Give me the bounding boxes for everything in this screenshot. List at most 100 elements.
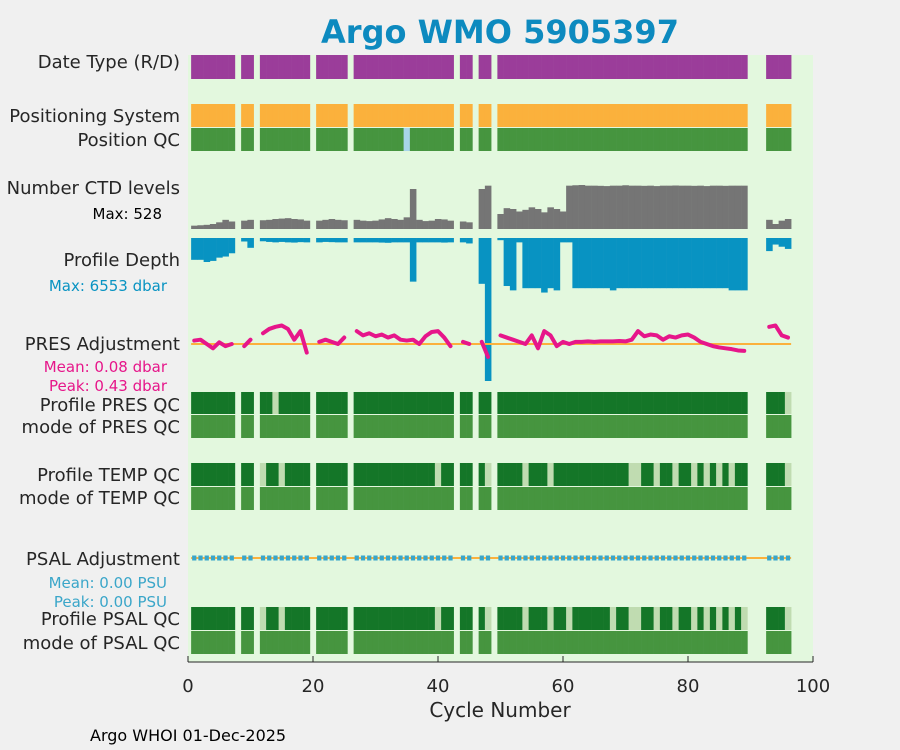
- profile-psal-qc-cycle-21: [316, 607, 323, 630]
- profile-psal-qc-cycle-87: [728, 607, 736, 630]
- date-type-cycle-37: [416, 55, 423, 79]
- ctd-levels-bar-82: [697, 185, 704, 229]
- profile-temp-qc-cycle-57: [541, 463, 548, 486]
- mode-pres-qc-cycle-2: [197, 415, 204, 438]
- ctd-levels-bar-28: [359, 220, 367, 229]
- profile-depth-bar-72: [634, 238, 642, 289]
- mode-pres-qc-cycle-83: [703, 415, 711, 438]
- profile-psal-qc-cycle-51: [503, 607, 511, 630]
- positioning-system-cycle-84: [709, 104, 717, 127]
- profile-temp-qc-cycle-78: [672, 463, 679, 486]
- position-qc-cycle-37: [416, 128, 423, 151]
- mode-pres-qc-cycle-84: [709, 415, 717, 438]
- profile-psal-qc-cycle-37: [416, 607, 423, 630]
- profile-pres-qc-cycle-23: [328, 392, 336, 414]
- profile-pres-qc-cycle-80: [684, 392, 692, 414]
- profile-psal-qc-cycle-89: [741, 607, 748, 630]
- psal-adjustment-point-29: [367, 555, 372, 561]
- profile-pres-qc-cycle-30: [372, 392, 379, 414]
- profile-depth-bar-57: [541, 238, 548, 293]
- profile-depth-bar-29: [366, 238, 373, 243]
- mode-pres-qc-cycle-31: [378, 415, 386, 438]
- profile-psal-qc-cycle-54: [522, 607, 529, 630]
- psal-adjustment-point-88: [735, 555, 741, 561]
- mode-temp-qc-cycle-68: [609, 487, 617, 510]
- profile-temp-qc-cycle-39: [428, 463, 436, 486]
- psal-adjustment-point-30: [373, 555, 378, 561]
- profile-pres-qc-cycle-81: [691, 392, 698, 414]
- mode-temp-qc-cycle-25: [341, 487, 348, 510]
- mode-psal-qc-cycle-1: [191, 631, 198, 654]
- mode-pres-qc-cycle-24: [334, 415, 342, 438]
- mode-psal-qc-cycle-29: [366, 631, 373, 654]
- profile-depth-bar-53: [516, 238, 523, 243]
- positioning-system-cycle-74: [647, 104, 654, 127]
- x-tick-label: 20: [302, 676, 325, 697]
- psal-adjustment-point-87: [729, 555, 734, 561]
- profile-temp-qc-cycle-54: [522, 463, 529, 486]
- date-type-cycle-87: [728, 55, 736, 79]
- ctd-levels-bar-30: [372, 220, 379, 229]
- ctd-levels-bar-61: [566, 185, 573, 229]
- mode-psal-qc-cycle-55: [528, 631, 536, 654]
- profile-temp-qc-cycle-27: [353, 463, 361, 486]
- ctd-levels-bar-35: [403, 217, 411, 229]
- profile-depth-bar-47: [478, 238, 486, 284]
- psal-adjustment-point-1: [192, 555, 197, 561]
- ctd-levels-bar-15: [278, 218, 286, 229]
- mode-pres-qc-cycle-29: [366, 415, 373, 438]
- profile-psal-qc-cycle-78: [672, 607, 679, 630]
- profile-temp-qc-cycle-74: [647, 463, 654, 486]
- profile-temp-qc-cycle-55: [528, 463, 536, 486]
- mode-temp-qc-cycle-60: [559, 487, 567, 510]
- psal-adjustment-point-34: [398, 555, 403, 561]
- mode-pres-qc-cycle-58: [547, 415, 554, 438]
- mode-psal-qc-cycle-35: [403, 631, 411, 654]
- psal-adjustment-point-68: [610, 555, 616, 561]
- positioning-system-cycle-40: [434, 104, 442, 127]
- date-type-cycle-62: [572, 55, 579, 79]
- profile-depth-bar-88: [734, 238, 742, 291]
- profile-psal-qc-cycle-25: [341, 607, 348, 630]
- mode-temp-qc-cycle-23: [328, 487, 336, 510]
- profile-pres-qc-cycle-7: [228, 392, 236, 414]
- mode-temp-qc-cycle-31: [378, 487, 386, 510]
- ctd-levels-bar-7: [228, 221, 236, 229]
- position-qc-cycle-51: [503, 128, 511, 151]
- position-qc-cycle-72: [634, 128, 642, 151]
- profile-psal-qc-cycle-53: [516, 607, 523, 630]
- psal-adjustment-point-94: [773, 555, 778, 561]
- profile-depth-bar-25: [341, 238, 348, 243]
- date-type-cycle-18: [297, 55, 304, 79]
- mode-psal-qc-cycle-94: [772, 631, 779, 654]
- profile-temp-qc-cycle-3: [203, 463, 211, 486]
- profile-temp-qc-cycle-41: [441, 463, 448, 486]
- profile-pres-qc-cycle-2: [197, 392, 204, 414]
- mode-temp-qc-cycle-12: [259, 487, 267, 510]
- profile-temp-qc-cycle-93: [766, 463, 773, 486]
- position-qc-cycle-53: [516, 128, 523, 151]
- profile-depth-bar-85: [716, 238, 723, 289]
- ctd-levels-bar-50: [497, 214, 504, 229]
- profile-psal-qc-cycle-63: [578, 607, 586, 630]
- mode-psal-qc-cycle-65: [591, 631, 598, 654]
- profile-pres-qc-cycle-88: [734, 392, 742, 414]
- position-qc-cycle-6: [222, 128, 229, 151]
- date-type-cycle-83: [703, 55, 711, 79]
- ctd-levels-bar-84: [709, 185, 717, 229]
- positioning-system-cycle-77: [666, 104, 673, 127]
- profile-temp-qc-cycle-15: [278, 463, 286, 486]
- profile-pres-qc-cycle-21: [316, 392, 323, 414]
- mode-pres-qc-cycle-94: [772, 415, 779, 438]
- mode-psal-qc-cycle-85: [716, 631, 723, 654]
- profile-psal-qc-cycle-31: [378, 607, 386, 630]
- mode-pres-qc-cycle-27: [353, 415, 361, 438]
- mode-psal-qc-cycle-34: [397, 631, 404, 654]
- position-qc-cycle-42: [447, 128, 454, 151]
- profile-depth-bar-7: [228, 238, 236, 254]
- mode-pres-qc-cycle-7: [228, 415, 236, 438]
- ctd-levels-bar-57: [541, 212, 548, 229]
- mode-temp-qc-cycle-41: [441, 487, 448, 510]
- psal-adjustment-point-64: [585, 555, 591, 561]
- x-axis-label: Cycle Number: [429, 698, 571, 722]
